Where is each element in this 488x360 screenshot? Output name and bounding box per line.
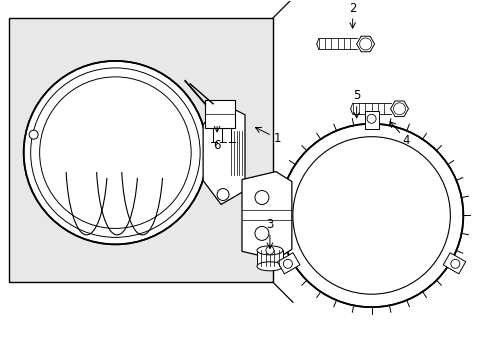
Text: 4: 4 xyxy=(402,134,409,147)
Ellipse shape xyxy=(256,246,282,255)
Bar xyxy=(256,250,282,266)
Circle shape xyxy=(359,38,371,50)
Circle shape xyxy=(29,130,38,139)
Circle shape xyxy=(393,103,405,115)
Text: 1: 1 xyxy=(274,132,281,145)
Circle shape xyxy=(217,189,228,201)
Bar xyxy=(9,18,272,282)
Circle shape xyxy=(265,246,273,254)
Circle shape xyxy=(23,61,207,244)
Text: 5: 5 xyxy=(352,89,360,102)
Circle shape xyxy=(283,259,292,268)
Polygon shape xyxy=(442,253,465,274)
Circle shape xyxy=(279,124,462,307)
Bar xyxy=(204,100,235,128)
Circle shape xyxy=(217,109,228,121)
Polygon shape xyxy=(242,172,291,259)
Polygon shape xyxy=(390,101,407,117)
Polygon shape xyxy=(203,103,244,204)
Polygon shape xyxy=(364,111,378,129)
Circle shape xyxy=(366,114,375,123)
Circle shape xyxy=(254,226,268,240)
Polygon shape xyxy=(356,36,374,52)
Text: 2: 2 xyxy=(348,1,356,15)
Text: 3: 3 xyxy=(265,218,273,231)
Polygon shape xyxy=(277,253,299,274)
Circle shape xyxy=(254,190,268,204)
Ellipse shape xyxy=(256,262,282,271)
Circle shape xyxy=(450,259,459,268)
Text: 6: 6 xyxy=(213,139,221,152)
